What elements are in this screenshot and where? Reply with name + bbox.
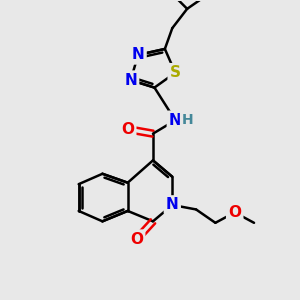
Text: O: O	[121, 122, 134, 137]
Text: O: O	[130, 232, 143, 247]
Text: N: N	[132, 47, 145, 62]
Text: N: N	[124, 73, 137, 88]
Text: O: O	[228, 205, 241, 220]
Text: N: N	[166, 197, 179, 212]
Text: S: S	[170, 65, 181, 80]
Text: N: N	[169, 113, 182, 128]
Text: H: H	[182, 113, 194, 127]
